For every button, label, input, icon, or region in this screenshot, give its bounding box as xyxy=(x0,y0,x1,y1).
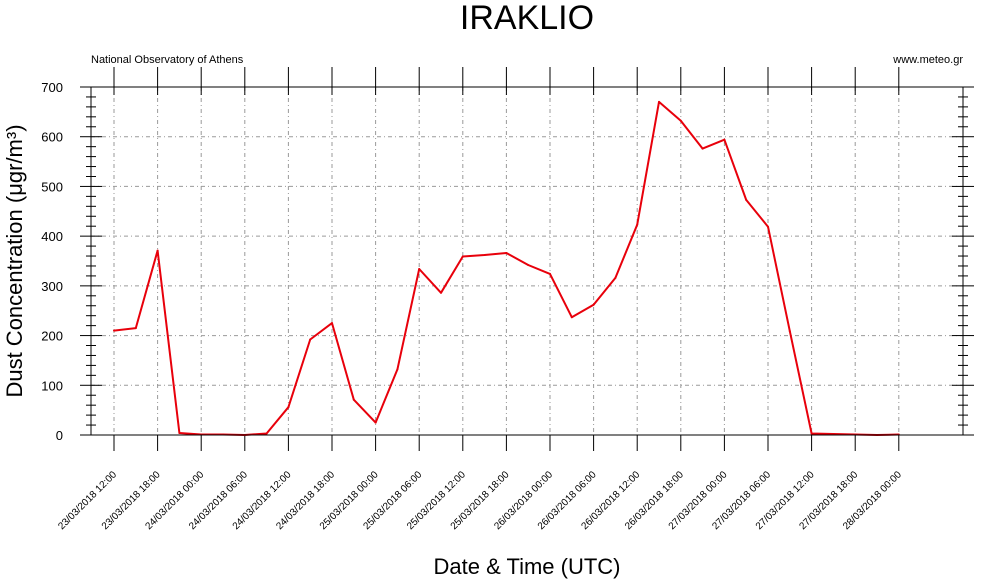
data-point xyxy=(287,406,290,409)
data-point xyxy=(658,100,660,103)
y-tick-label: 100 xyxy=(41,378,63,393)
data-point xyxy=(309,338,312,341)
chart-title: IRAKLIO xyxy=(460,0,594,37)
data-point xyxy=(636,223,639,226)
data-point xyxy=(331,322,333,325)
data-point xyxy=(527,264,530,266)
data-point xyxy=(418,268,421,270)
data-point xyxy=(156,249,159,252)
y-tick-label: 600 xyxy=(41,130,63,145)
data-point xyxy=(810,432,813,435)
y-axis-title: Dust Concentration (μgr/m³) xyxy=(2,124,27,397)
data-point xyxy=(723,138,726,141)
data-point xyxy=(505,252,508,254)
data-point xyxy=(679,119,682,122)
y-tick-label: 200 xyxy=(41,329,63,344)
plot-frame xyxy=(90,86,964,436)
source-left-label: National Observatory of Athens xyxy=(91,54,244,66)
data-point xyxy=(461,255,464,258)
data-point xyxy=(570,316,573,319)
data-point xyxy=(767,225,769,228)
data-point xyxy=(352,398,355,401)
y-tick-label: 400 xyxy=(41,229,63,244)
data-point xyxy=(745,198,748,201)
y-tick-label: 0 xyxy=(56,428,63,443)
source-right-label: www.meteo.gr xyxy=(892,54,963,66)
data-point xyxy=(113,329,115,332)
grid xyxy=(91,87,963,435)
data-point xyxy=(440,291,442,294)
data-point xyxy=(788,330,791,333)
data-point xyxy=(592,303,595,306)
data-point xyxy=(483,254,486,256)
data-point xyxy=(549,272,551,275)
data-point xyxy=(265,432,268,435)
data-point xyxy=(396,368,399,371)
y-tick-label: 700 xyxy=(41,80,63,95)
y-tick-label: 500 xyxy=(41,179,63,194)
data-point xyxy=(614,276,617,279)
x-axis-title: Date & Time (UTC) xyxy=(433,554,620,579)
data-point xyxy=(374,421,377,424)
data-point xyxy=(701,147,704,150)
data-point xyxy=(134,327,137,330)
y-tick-label: 300 xyxy=(41,279,63,294)
axis-ticks xyxy=(80,67,974,451)
data-point xyxy=(178,432,181,434)
y-tick-labels: 0 100 200 300 400 500 600 700 xyxy=(41,80,63,443)
